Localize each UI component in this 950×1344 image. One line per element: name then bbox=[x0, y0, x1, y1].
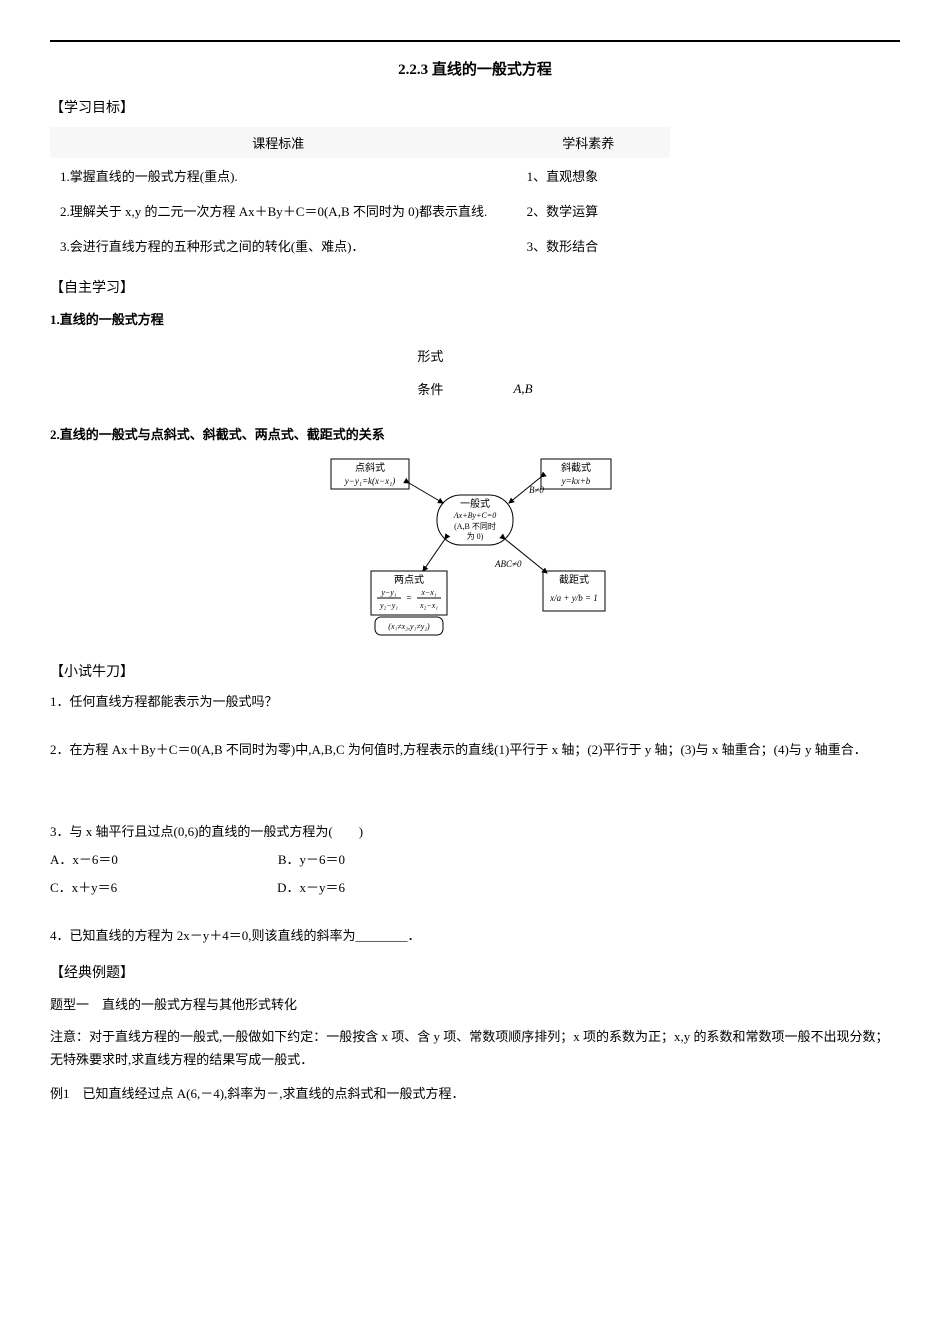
slope-intercept-title: 斜截式 bbox=[561, 461, 591, 474]
slope-intercept-formula: y=kx+b bbox=[561, 476, 591, 486]
question-1: 1．任何直线方程都能表示为一般式吗？ bbox=[50, 691, 900, 713]
question-3: 3．与 x 轴平行且过点(0,6)的直线的一般式方程为( ) A．x－6＝0 B… bbox=[50, 821, 900, 899]
general-line1: Ax+By+C=0 bbox=[453, 511, 496, 520]
page-title: 2.2.3 直线的一般式方程 bbox=[50, 58, 900, 79]
point-slope-formula: y−y₁=k(x−x₁) bbox=[344, 476, 395, 486]
section-self-study: 【自主学习】 bbox=[50, 277, 900, 297]
col-header-skill: 学科素养 bbox=[507, 127, 670, 158]
top-rule bbox=[50, 40, 900, 42]
q3-option-a: A．x－6＝0 bbox=[50, 849, 118, 871]
two-point-numer1: y−y₁ bbox=[380, 588, 397, 597]
point-slope-title: 点斜式 bbox=[355, 461, 385, 474]
relations-diagram: 点斜式 y−y₁=k(x−x₁) 斜截式 y=kx+b 一般式 Ax+By+C=… bbox=[50, 453, 900, 647]
q3-option-b: B．y－6＝0 bbox=[278, 849, 345, 871]
q3-option-c: C．x＋y＝6 bbox=[50, 877, 117, 899]
section-objectives: 【学习目标】 bbox=[50, 97, 900, 117]
two-point-denom2: x₂−x₁ bbox=[419, 601, 438, 610]
standard-cell: 2.理解关于 x,y 的二元一次方程 Ax＋By＋C＝0(A,B 不同时为 0)… bbox=[50, 193, 507, 228]
section-examples: 【经典例题】 bbox=[50, 962, 900, 982]
intercept-title: 截距式 bbox=[559, 573, 589, 586]
general-title: 一般式 bbox=[460, 497, 490, 510]
form-label: 形式 bbox=[383, 340, 477, 371]
question-2: 2．在方程 Ax＋By＋C＝0(A,B 不同时为零)中,A,B,C 为何值时,方… bbox=[50, 739, 900, 761]
form-table: 形式 条件 A,B bbox=[381, 338, 568, 406]
form-value bbox=[479, 340, 566, 371]
q3-stem: 3．与 x 轴平行且过点(0,6)的直线的一般式方程为( ) bbox=[50, 821, 900, 843]
cond-label: 条件 bbox=[383, 373, 477, 404]
skill-cell: 2、数学运算 bbox=[507, 193, 670, 228]
p2-heading: 2.直线的一般式与点斜式、斜截式、两点式、截距式的关系 bbox=[50, 424, 900, 443]
table-row: 2.理解关于 x,y 的二元一次方程 Ax＋By＋C＝0(A,B 不同时为 0)… bbox=[50, 193, 670, 228]
q3-option-d: D．x－y＝6 bbox=[277, 877, 345, 899]
two-point-title: 两点式 bbox=[394, 573, 424, 586]
edge-b-ne-0: B≠0 bbox=[529, 485, 544, 495]
two-point-denom1: y₂−y₁ bbox=[379, 601, 398, 610]
question-4: 4．已知直线的方程为 2x－y＋4＝0,则该直线的斜率为________． bbox=[50, 925, 900, 947]
skill-cell: 1、直观想象 bbox=[507, 158, 670, 193]
edge-abc-ne-0: ABC≠0 bbox=[494, 559, 522, 569]
example-1: 例1 已知直线经过点 A(6,－4),斜率为－,求直线的点斜式和一般式方程． bbox=[50, 1083, 900, 1102]
type1-title: 题型一 直线的一般式方程与其他形式转化 bbox=[50, 994, 900, 1013]
two-point-numer2: x−x₁ bbox=[420, 588, 437, 597]
svg-text:=: = bbox=[406, 593, 411, 603]
intercept-formula: x/a + y/b = 1 bbox=[549, 593, 598, 603]
cond-value: A,B bbox=[479, 373, 566, 404]
col-header-standard: 课程标准 bbox=[50, 127, 507, 158]
standards-table: 课程标准 学科素养 1.掌握直线的一般式方程(重点). 1、直观想象 2.理解关… bbox=[50, 127, 670, 263]
skill-cell: 3、数形结合 bbox=[507, 228, 670, 263]
note-text: 注意：对于直线方程的一般式,一般做如下约定：一般按含 x 项、含 y 项、常数项… bbox=[50, 1025, 900, 1072]
table-row: 1.掌握直线的一般式方程(重点). 1、直观想象 bbox=[50, 158, 670, 193]
general-line3: 为 0) bbox=[467, 531, 484, 541]
two-point-cond: (x₁≠x₂,y₁≠y₂) bbox=[388, 622, 430, 631]
section-test: 【小试牛刀】 bbox=[50, 661, 900, 681]
standard-cell: 3.会进行直线方程的五种形式之间的转化(重、难点)． bbox=[50, 228, 507, 263]
general-line2: (A,B 不同时 bbox=[454, 521, 496, 531]
table-header-row: 课程标准 学科素养 bbox=[50, 127, 670, 158]
p1-heading: 1.直线的一般式方程 bbox=[50, 309, 900, 328]
table-row: 3.会进行直线方程的五种形式之间的转化(重、难点)． 3、数形结合 bbox=[50, 228, 670, 263]
standard-cell: 1.掌握直线的一般式方程(重点). bbox=[50, 158, 507, 193]
